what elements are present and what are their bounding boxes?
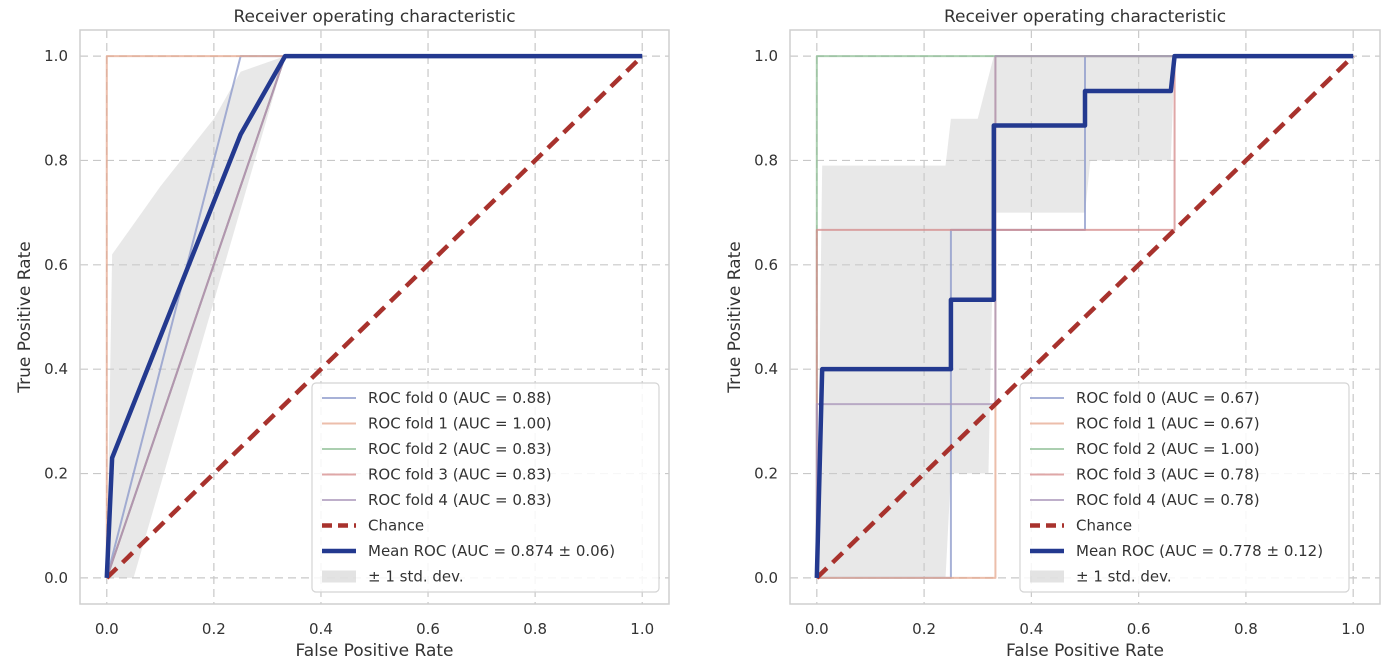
x-tick-label: 1.0 <box>1341 620 1365 638</box>
x-tick-label: 0.8 <box>1234 620 1258 638</box>
x-tick-label: 0.0 <box>95 620 119 638</box>
x-tick-label: 0.4 <box>1019 620 1043 638</box>
roc-chart-right: 0.0 0.2 0.4 0.6 0.8 1.0 0.0 0.2 0.4 0.6 0.8 1.0 Rece… <box>725 7 1381 661</box>
y-tick-label: 0.8 <box>44 151 68 169</box>
chart-title: Receiver operating characteristic <box>233 7 515 27</box>
y-tick-label: 0.2 <box>754 465 778 483</box>
roc-chart-left: 0.0 0.2 0.4 0.6 0.8 1.0 0.0 0.2 0.4 0.6 0.8 1.0 Rece… <box>15 7 670 661</box>
legend-handle-band <box>322 570 356 583</box>
x-tick-label: 0.2 <box>202 620 226 638</box>
y-tick-label: 0.4 <box>44 360 68 378</box>
y-tick-label: 0.6 <box>44 256 68 274</box>
y-tick-label: 1.0 <box>754 47 778 65</box>
legend-label: ROC fold 2 (AUC = 1.00) <box>1076 440 1260 458</box>
legend-label: ROC fold 0 (AUC = 0.67) <box>1076 389 1260 407</box>
legend-label: ROC fold 4 (AUC = 0.83) <box>368 491 552 509</box>
chance-line <box>815 54 1355 580</box>
chart-layer: 0.0 0.2 0.4 0.6 0.8 1.0 0.0 0.2 0.4 0.6 0.8 1.0 Rece… <box>725 7 1381 661</box>
legend-label: ROC fold 3 (AUC = 0.78) <box>1076 466 1260 484</box>
mean-roc-line <box>814 53 1354 578</box>
mean-roc-line <box>104 53 643 579</box>
legend-box <box>1019 382 1350 593</box>
x-tick-label: 0.4 <box>309 620 333 638</box>
chance-line <box>105 54 644 580</box>
x-tick-label: 0.2 <box>912 620 936 638</box>
x-tick-label: 0.0 <box>805 620 829 638</box>
legend-box <box>311 382 660 593</box>
plot-frame <box>789 29 1381 605</box>
legend-label: ROC fold 2 (AUC = 0.83) <box>368 440 552 458</box>
y-axis-label: True Positive Rate <box>725 241 745 393</box>
legend-label: ROC fold 3 (AUC = 0.83) <box>368 466 552 484</box>
chart-layer: 0.0 0.2 0.4 0.6 0.8 1.0 0.0 0.2 0.4 0.6 0.8 1.0 Rece… <box>15 7 670 661</box>
legend-label: ± 1 std. dev. <box>368 568 464 586</box>
legend-handle-band <box>1030 570 1064 583</box>
x-tick-label: 0.6 <box>1127 620 1151 638</box>
legend-label: Mean ROC (AUC = 0.874 ± 0.06) <box>368 542 615 560</box>
legend-label: Chance <box>1076 517 1132 535</box>
y-tick-label: 0.6 <box>754 256 778 274</box>
legend-label: ROC fold 1 (AUC = 1.00) <box>368 415 552 433</box>
y-tick-label: 0.8 <box>754 151 778 169</box>
x-axis-label: False Positive Rate <box>1006 641 1164 661</box>
legend-label: ± 1 std. dev. <box>1076 568 1172 586</box>
legend-label: Chance <box>368 517 424 535</box>
y-axis-label: True Positive Rate <box>15 241 35 393</box>
legend-label: Mean ROC (AUC = 0.778 ± 0.12) <box>1076 542 1323 560</box>
x-tick-label: 0.6 <box>416 620 440 638</box>
y-tick-label: 0.4 <box>754 360 778 378</box>
x-tick-label: 0.8 <box>523 620 547 638</box>
y-tick-label: 0.0 <box>754 569 778 587</box>
legend-label: ROC fold 4 (AUC = 0.78) <box>1076 491 1260 509</box>
plot-frame <box>79 29 670 605</box>
x-axis-label: False Positive Rate <box>296 641 454 661</box>
y-tick-label: 0.0 <box>44 569 68 587</box>
y-tick-label: 1.0 <box>44 47 68 65</box>
y-tick-label: 0.2 <box>44 465 68 483</box>
legend-label: ROC fold 0 (AUC = 0.88) <box>368 389 552 407</box>
legend-label: ROC fold 1 (AUC = 0.67) <box>1076 415 1260 433</box>
chart-title: Receiver operating characteristic <box>944 7 1226 27</box>
x-tick-label: 1.0 <box>630 620 654 638</box>
